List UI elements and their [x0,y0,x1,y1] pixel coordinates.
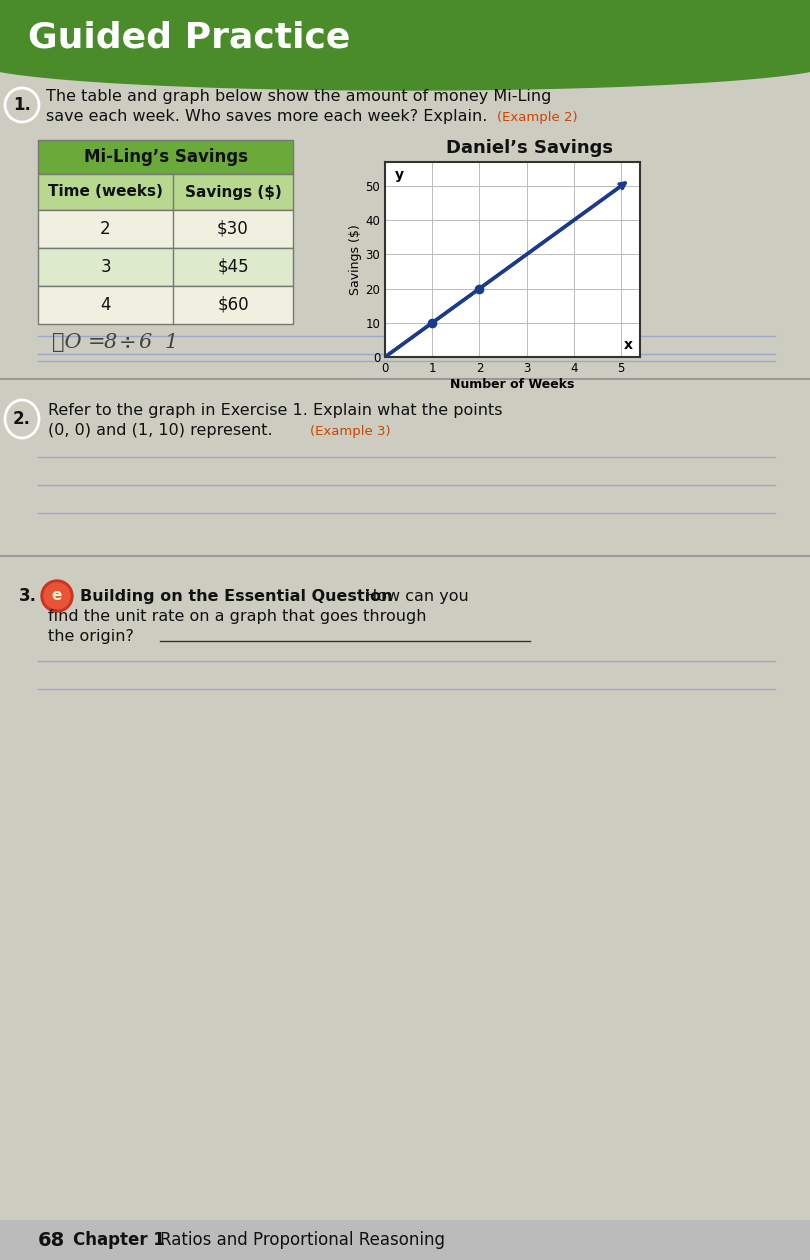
Text: the origin?: the origin? [48,629,134,644]
Circle shape [41,580,73,612]
FancyBboxPatch shape [38,248,293,286]
Text: ℓO: ℓO [52,333,82,352]
Circle shape [44,583,70,609]
Text: (Example 2): (Example 2) [497,111,578,123]
Text: Guided Practice: Guided Practice [28,21,351,55]
Text: save each week. Who saves more each week? Explain.: save each week. Who saves more each week… [46,110,488,125]
Text: Mi-Ling’s Savings: Mi-Ling’s Savings [83,147,248,166]
Text: 3.: 3. [19,587,37,605]
Text: $45: $45 [217,258,249,276]
Text: y: y [395,168,404,181]
Text: e: e [52,588,62,604]
Text: Chapter 1: Chapter 1 [73,1231,165,1249]
Text: x: x [624,338,633,353]
Text: 1: 1 [165,333,178,352]
Text: Refer to the graph in Exercise 1. Explain what the points: Refer to the graph in Exercise 1. Explai… [48,403,502,418]
FancyBboxPatch shape [0,1220,810,1260]
Text: 6: 6 [138,333,151,352]
Text: The table and graph below show the amount of money Mi-Ling: The table and graph below show the amoun… [46,89,552,105]
Text: find the unit rate on a graph that goes through: find the unit rate on a graph that goes … [48,609,427,624]
Text: Daniel’s Savings: Daniel’s Savings [446,139,613,158]
FancyBboxPatch shape [38,174,293,210]
Text: 4: 4 [100,296,111,314]
Text: 68: 68 [38,1231,66,1250]
Text: $60: $60 [217,296,249,314]
FancyBboxPatch shape [0,0,810,62]
Text: (Example 3): (Example 3) [310,425,390,437]
Text: ÷: ÷ [119,331,137,352]
Text: $30: $30 [217,220,249,238]
Text: Ratios and Proportional Reasoning: Ratios and Proportional Reasoning [160,1231,445,1249]
Text: Savings ($): Savings ($) [185,184,281,199]
Text: (0, 0) and (1, 10) represent.: (0, 0) and (1, 10) represent. [48,423,273,438]
Y-axis label: Savings ($): Savings ($) [349,224,363,295]
Text: Time (weeks): Time (weeks) [48,184,163,199]
FancyBboxPatch shape [38,140,293,174]
Text: 8: 8 [104,333,117,352]
X-axis label: Number of Weeks: Number of Weeks [450,378,574,391]
Text: 2: 2 [100,220,111,238]
Text: Building on the Essential Question: Building on the Essential Question [80,588,393,604]
Text: 2.: 2. [13,410,31,428]
Text: How can you: How can you [360,588,469,604]
Text: =: = [88,331,105,352]
FancyBboxPatch shape [38,210,293,248]
FancyBboxPatch shape [38,286,293,324]
Text: 1.: 1. [13,96,31,113]
Text: 3: 3 [100,258,111,276]
